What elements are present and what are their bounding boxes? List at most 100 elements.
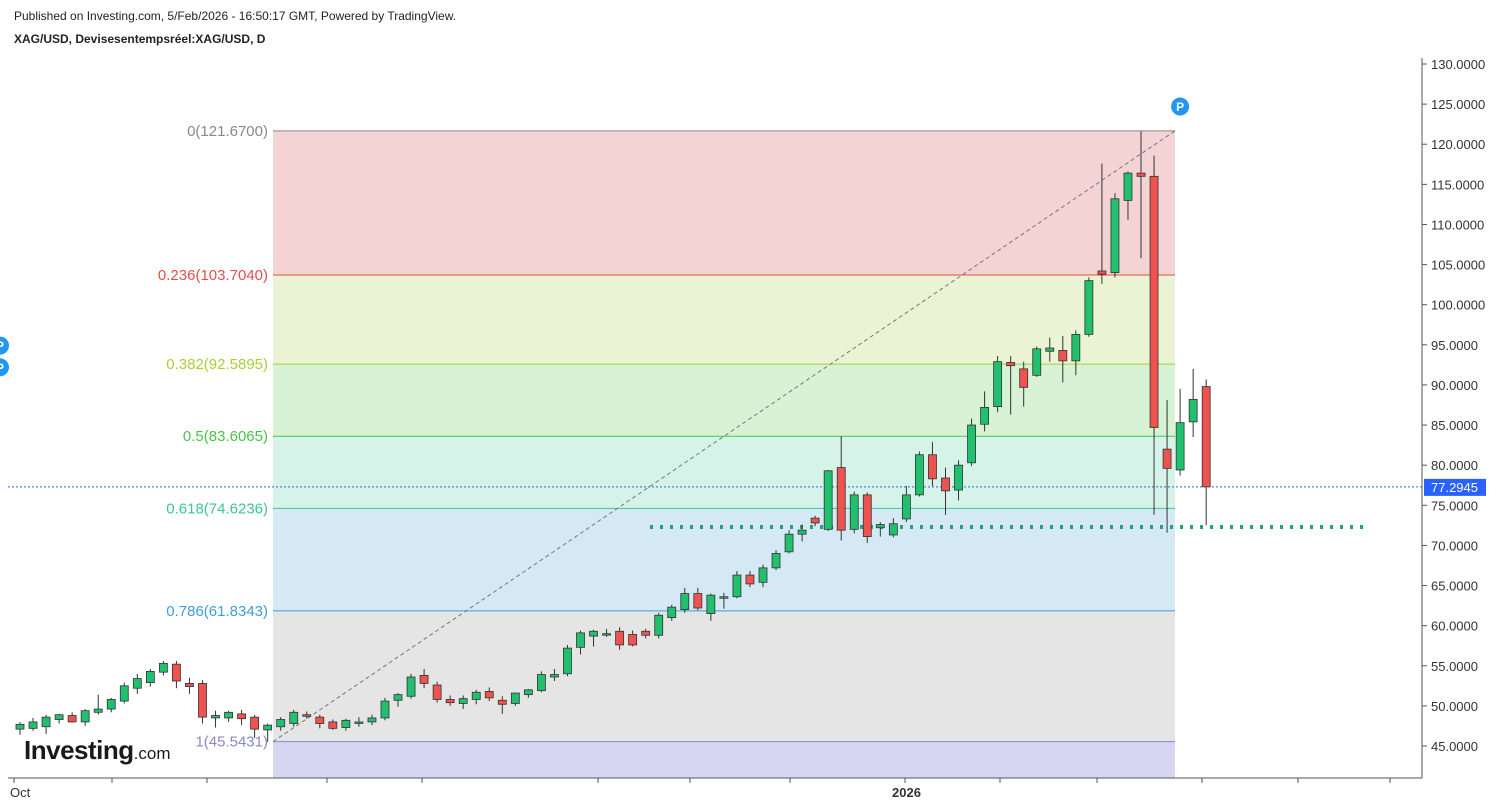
candle-body [654, 614, 664, 636]
candle-up [158, 660, 168, 676]
y-tick-label: 85.0000 [1431, 418, 1478, 433]
x-axis-ticks: Oct 2026 [10, 778, 1391, 800]
candle-body [1149, 175, 1159, 428]
candle-body [471, 691, 481, 700]
fib-band [273, 130, 1175, 275]
fibonacci-lines [273, 130, 1175, 743]
candle-up [80, 709, 90, 726]
candle-up [341, 718, 351, 731]
candle-down [862, 492, 872, 544]
candle-down [497, 696, 507, 714]
candle-body [1188, 398, 1198, 423]
candle-body [106, 699, 116, 710]
candle-down [445, 695, 455, 706]
candle-body [1058, 350, 1068, 362]
candle-body [771, 553, 781, 569]
candle-up [706, 593, 716, 621]
candle-body [602, 633, 611, 636]
pivot-circle [0, 336, 9, 355]
candle-body [354, 721, 364, 724]
candle-up [54, 713, 64, 724]
fibonacci-labels: 0(121.6700) 0.236(103.7040) 0.382(92.5895)… [158, 123, 268, 751]
candle-body [836, 467, 846, 531]
pivot-label: P [0, 361, 4, 375]
candle-down [484, 687, 494, 702]
y-tick-label: 65.0000 [1431, 579, 1478, 594]
y-tick-label: 75.0000 [1431, 498, 1478, 513]
candle-up [1188, 368, 1198, 438]
candle-body [445, 699, 455, 704]
candle-up [993, 356, 1003, 413]
candle-body [224, 711, 233, 719]
candle-body [719, 596, 729, 599]
fib-band [273, 436, 1175, 509]
candle-body [1175, 422, 1185, 471]
candle-down [641, 628, 651, 639]
candle-down [432, 681, 442, 703]
candle-down [237, 709, 246, 726]
pivot-marker: P [0, 358, 9, 377]
y-tick-label: 55.0000 [1431, 659, 1478, 674]
candle-down [328, 719, 338, 730]
candle-up [797, 524, 807, 542]
candle-body [510, 692, 520, 704]
candle-body [732, 574, 742, 598]
candle-body [589, 630, 598, 637]
candle-body [302, 714, 312, 717]
candle-body [915, 454, 924, 496]
candle-body [406, 676, 416, 697]
candle-up [354, 717, 364, 727]
candle-up [563, 644, 572, 677]
candle-up [458, 695, 468, 710]
candle-up [849, 491, 859, 534]
candle-up [576, 630, 585, 655]
candle-body [1071, 333, 1081, 362]
candle-down [1162, 400, 1172, 533]
candle-body [1110, 198, 1120, 274]
candle-up [276, 717, 286, 731]
candle-body [797, 529, 807, 535]
candle-body [341, 719, 351, 728]
candle-body [1162, 448, 1172, 469]
pivot-markers: PPP [0, 97, 1190, 377]
candle-body [145, 670, 155, 684]
candle-body [993, 361, 1003, 408]
y-tick-label: 130.0000 [1431, 57, 1485, 72]
candle-up [915, 451, 924, 497]
current-price-label: 77.2945 [1431, 480, 1478, 495]
candle-body [250, 716, 260, 730]
fibonacci-bands [273, 130, 1175, 778]
candle-body [419, 674, 429, 684]
candle-body [185, 683, 194, 688]
pivot-circle [0, 358, 9, 377]
candle-down [302, 711, 312, 719]
candle-body [458, 698, 468, 704]
candle-down [1201, 379, 1211, 526]
candle-body [393, 694, 403, 701]
candle-body [1201, 386, 1211, 488]
candle-up [41, 714, 51, 734]
candle-body [810, 517, 820, 524]
pivot-label: P [0, 339, 4, 353]
candle-up [145, 668, 155, 687]
pivot-marker: P [0, 336, 9, 355]
candle-down [836, 436, 846, 541]
y-tick-label: 45.0000 [1431, 739, 1478, 754]
candle-up [758, 564, 768, 588]
candle-body [823, 470, 833, 530]
candle-body [888, 523, 898, 536]
candle-up [888, 518, 898, 538]
candle-down [67, 712, 77, 723]
candle-body [862, 494, 872, 537]
candle-down [941, 467, 950, 515]
candle-body [315, 716, 325, 724]
candle-body [980, 407, 989, 425]
candle-up [132, 673, 142, 694]
candle-body [28, 721, 38, 729]
candle-up [654, 612, 664, 639]
x-tick-label: Oct [10, 785, 31, 800]
candle-body [276, 719, 286, 728]
candle-body [928, 454, 937, 480]
candle-up [1175, 388, 1185, 476]
